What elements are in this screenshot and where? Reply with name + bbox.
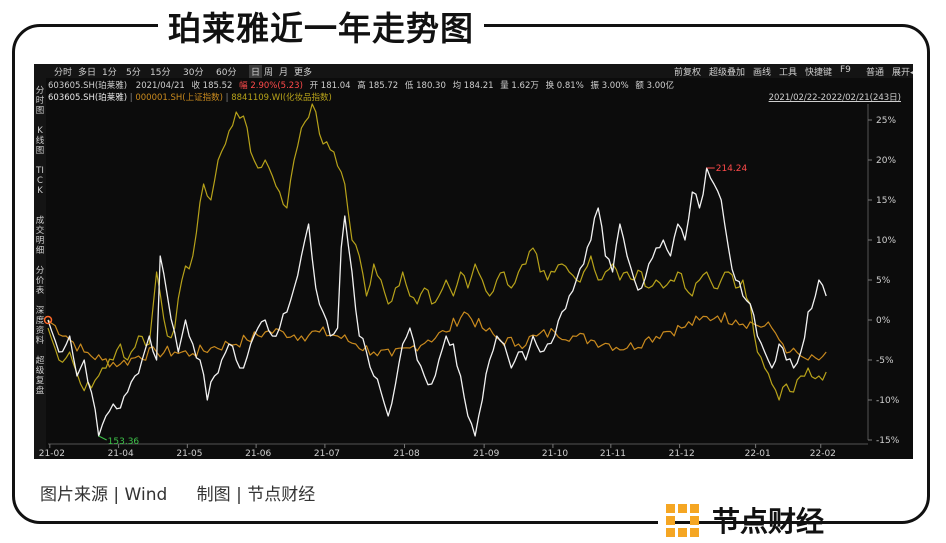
amount-value: 额 3.00亿 (635, 81, 675, 91)
high-annotation: 214.24 (716, 164, 748, 174)
x-tick-label-3: 21-06 (245, 449, 271, 459)
quote-date: 2021/04/21 (135, 81, 185, 91)
tool-button-2[interactable]: 画线 (753, 68, 772, 78)
series-line-2 (47, 103, 827, 401)
brand-mark-icon (666, 504, 699, 537)
start-marker (43, 315, 53, 325)
page-title: 珀莱雅近一年走势图 (158, 2, 484, 50)
maker-credit: 制图 | 节点财经 (196, 485, 316, 505)
period-tab-10[interactable]: 更多 (294, 68, 313, 78)
overlay-legend: 603605.SH(珀莱雅) | 000001.SH(上证指数) | 88411… (48, 93, 332, 103)
low-leader-line (98, 435, 107, 441)
y-tick-label-8: -15% (876, 436, 900, 446)
title-bar: 珀莱雅近一年走势图 (0, 0, 946, 524)
side-tab-4[interactable]: 分价表 (35, 266, 45, 296)
x-tick-label-2: 21-05 (176, 449, 202, 459)
tool-button-5[interactable]: F9 (840, 65, 851, 75)
side-tab-2[interactable]: TICK (36, 166, 44, 196)
period-tab-5[interactable]: 30分 (183, 68, 204, 78)
x-tick-label-4: 21-07 (314, 449, 340, 459)
period-tab-4[interactable]: 15分 (150, 68, 171, 78)
period-tab-2[interactable]: 1分 (102, 68, 117, 78)
tool-button-4[interactable]: 快捷键 (805, 68, 833, 78)
tool-button-3[interactable]: 工具 (779, 68, 798, 78)
side-tab-5[interactable]: 深度资料 (35, 306, 45, 346)
footer-credits: 图片来源 | Wind 制图 | 节点财经 (40, 480, 315, 505)
x-tick-label-0: 21-02 (39, 449, 65, 459)
side-tabs: 分时图 K线图 TICK 成交明细分价表深度资料超级复盘 (34, 78, 46, 459)
y-tick-label-4: 5% (876, 276, 891, 286)
series-line-1 (47, 311, 827, 368)
x-tick-label-8: 21-11 (600, 449, 626, 459)
series-line-0 (47, 167, 827, 437)
y-tick-label-2: 15% (876, 196, 896, 206)
amplitude-value: 振 3.00% (590, 81, 629, 91)
x-tick-label-9: 21-12 (669, 449, 695, 459)
period-tab-1[interactable]: 多日 (78, 68, 97, 78)
brand-name: 节点财经 (712, 505, 825, 538)
close-value: 收 185.52 (191, 81, 233, 91)
y-tick-label-1: 20% (876, 156, 896, 166)
high-value: 高 185.72 (357, 81, 399, 91)
period-tab-9[interactable]: 月 (279, 68, 289, 78)
y-tick-label-3: 10% (876, 236, 896, 246)
quote-info: 603605.SH(珀莱雅) 2021/04/21 收 185.52 幅 2.9… (48, 79, 674, 91)
side-tab-6[interactable]: 超级复盘 (35, 356, 45, 396)
low-value: 低 180.30 (404, 81, 446, 91)
low-annotation: 153.36 (108, 437, 140, 447)
turnover-value: 换 0.81% (545, 81, 584, 91)
y-tick-label-5: 0% (876, 316, 891, 326)
side-tab-3[interactable]: 成交明细 (35, 216, 45, 256)
open-value: 开 181.04 (309, 81, 351, 91)
period-tab-7[interactable]: 日 (249, 65, 263, 78)
period-tab-0[interactable]: 分时 (54, 68, 73, 78)
x-tick-label-11: 22-02 (810, 449, 836, 459)
period-tab-6[interactable]: 60分 (216, 68, 237, 78)
x-tick-label-10: 22-01 (745, 449, 771, 459)
period-toolbar: 分时 多日 1分 5分 15分 30分 60分 日周月更多 前复权 超级叠加 画线 工具 快捷键 F9 普通… (34, 64, 913, 78)
x-tick-label-5: 21-08 (394, 449, 420, 459)
period-tab-3[interactable]: 5分 (126, 68, 141, 78)
period-tab-8[interactable]: 周 (264, 68, 274, 78)
brand-logo: 节点财经 (658, 498, 824, 542)
legend-sh[interactable]: 000001.SH(上证指数) (135, 93, 223, 103)
avg-value: 均 184.21 (452, 81, 494, 91)
side-tab-0[interactable]: 分时图 (35, 86, 45, 116)
y-tick-label-0: 25% (876, 116, 896, 126)
tool-button-7[interactable]: 展开◂ (892, 68, 913, 78)
stock-code: 603605.SH(珀莱雅) (48, 81, 128, 91)
x-tick-label-1: 21-04 (108, 449, 134, 459)
legend-plr[interactable]: 603605.SH(珀莱雅) (48, 93, 128, 103)
source-credit: 图片来源 | Wind (40, 485, 168, 505)
x-tick-label-7: 21-10 (542, 449, 568, 459)
tool-button-1[interactable]: 超级叠加 (709, 68, 746, 78)
line-plot: 25% 20% 15% 10% 5% 0% -5% -10% -15% 21-02 21-04 21-… (39, 103, 900, 459)
chart-panel: 分时 多日 1分 5分 15分 30分 60分 日周月更多 前复权 超级叠加 画线 工具 快捷键 F9 普通… (34, 64, 913, 459)
y-tick-label-6: -5% (876, 356, 894, 366)
tool-button-0[interactable]: 前复权 (674, 68, 702, 78)
tool-button-6[interactable]: 普通 (866, 68, 885, 78)
change-value: 幅 2.90%(5.23) (239, 81, 303, 91)
x-tick-label-6: 21-09 (473, 449, 499, 459)
legend-cos[interactable]: 8841109.WI(化妆品指数) (231, 93, 332, 103)
side-tab-1[interactable]: K线图 (35, 126, 45, 156)
volume-value: 量 1.62万 (500, 81, 539, 91)
date-range[interactable]: 2021/02/22-2022/02/21(243日) (768, 93, 901, 103)
y-tick-label-7: -10% (876, 396, 900, 406)
